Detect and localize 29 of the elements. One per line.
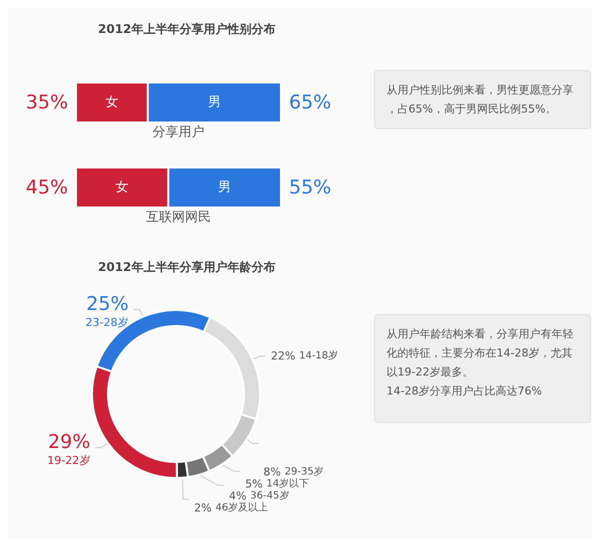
data-label: 8% — [263, 466, 281, 479]
y-tick-label: 分享用户 — [152, 124, 204, 140]
data-label: 29% — [48, 431, 90, 454]
data-label: 45% — [26, 176, 68, 198]
text: 14-28岁分享用户占比高达76% — [386, 384, 542, 398]
y-tick-label: 互联网网民 — [146, 210, 211, 225]
data-label: 25% — [86, 293, 129, 316]
slice-label: 36-45岁 — [250, 490, 290, 502]
slice-label: 19-22岁 — [47, 454, 90, 468]
text: 从用户性别比例来看，男性更愿意分享，占65%，高于男网民比例55%。 — [386, 84, 574, 116]
data-label: 2% — [194, 502, 212, 515]
data-label: 55% — [289, 176, 332, 198]
data-label: 35% — [26, 92, 68, 114]
slice-label: 14岁以下 — [266, 478, 310, 490]
slice-label: 14-18岁 — [299, 350, 338, 362]
text: 女 — [116, 180, 129, 195]
text: 男 — [218, 180, 232, 195]
slice-label: 29-35岁 — [284, 466, 324, 478]
text: 从用户年龄结构来看，分享用户有年轻化的特征，主要分布在14-28岁，尤其以19-22岁最多。 — [386, 328, 574, 378]
series-label: 女 — [105, 95, 118, 110]
slice-label: 23-28岁 — [86, 316, 129, 330]
data-label: 22% — [270, 350, 296, 363]
data-label: 65% — [289, 92, 332, 114]
data-label: 4% — [229, 490, 246, 503]
slice-label: 46岁及以上 — [215, 502, 268, 514]
series-label: 男 — [208, 95, 221, 110]
data-label: 5% — [245, 478, 263, 491]
chart-title: 2012年上半年分享用户性别分布 — [98, 22, 276, 36]
chart-title: 2012年上半年分享用户年龄分布 — [98, 260, 276, 274]
